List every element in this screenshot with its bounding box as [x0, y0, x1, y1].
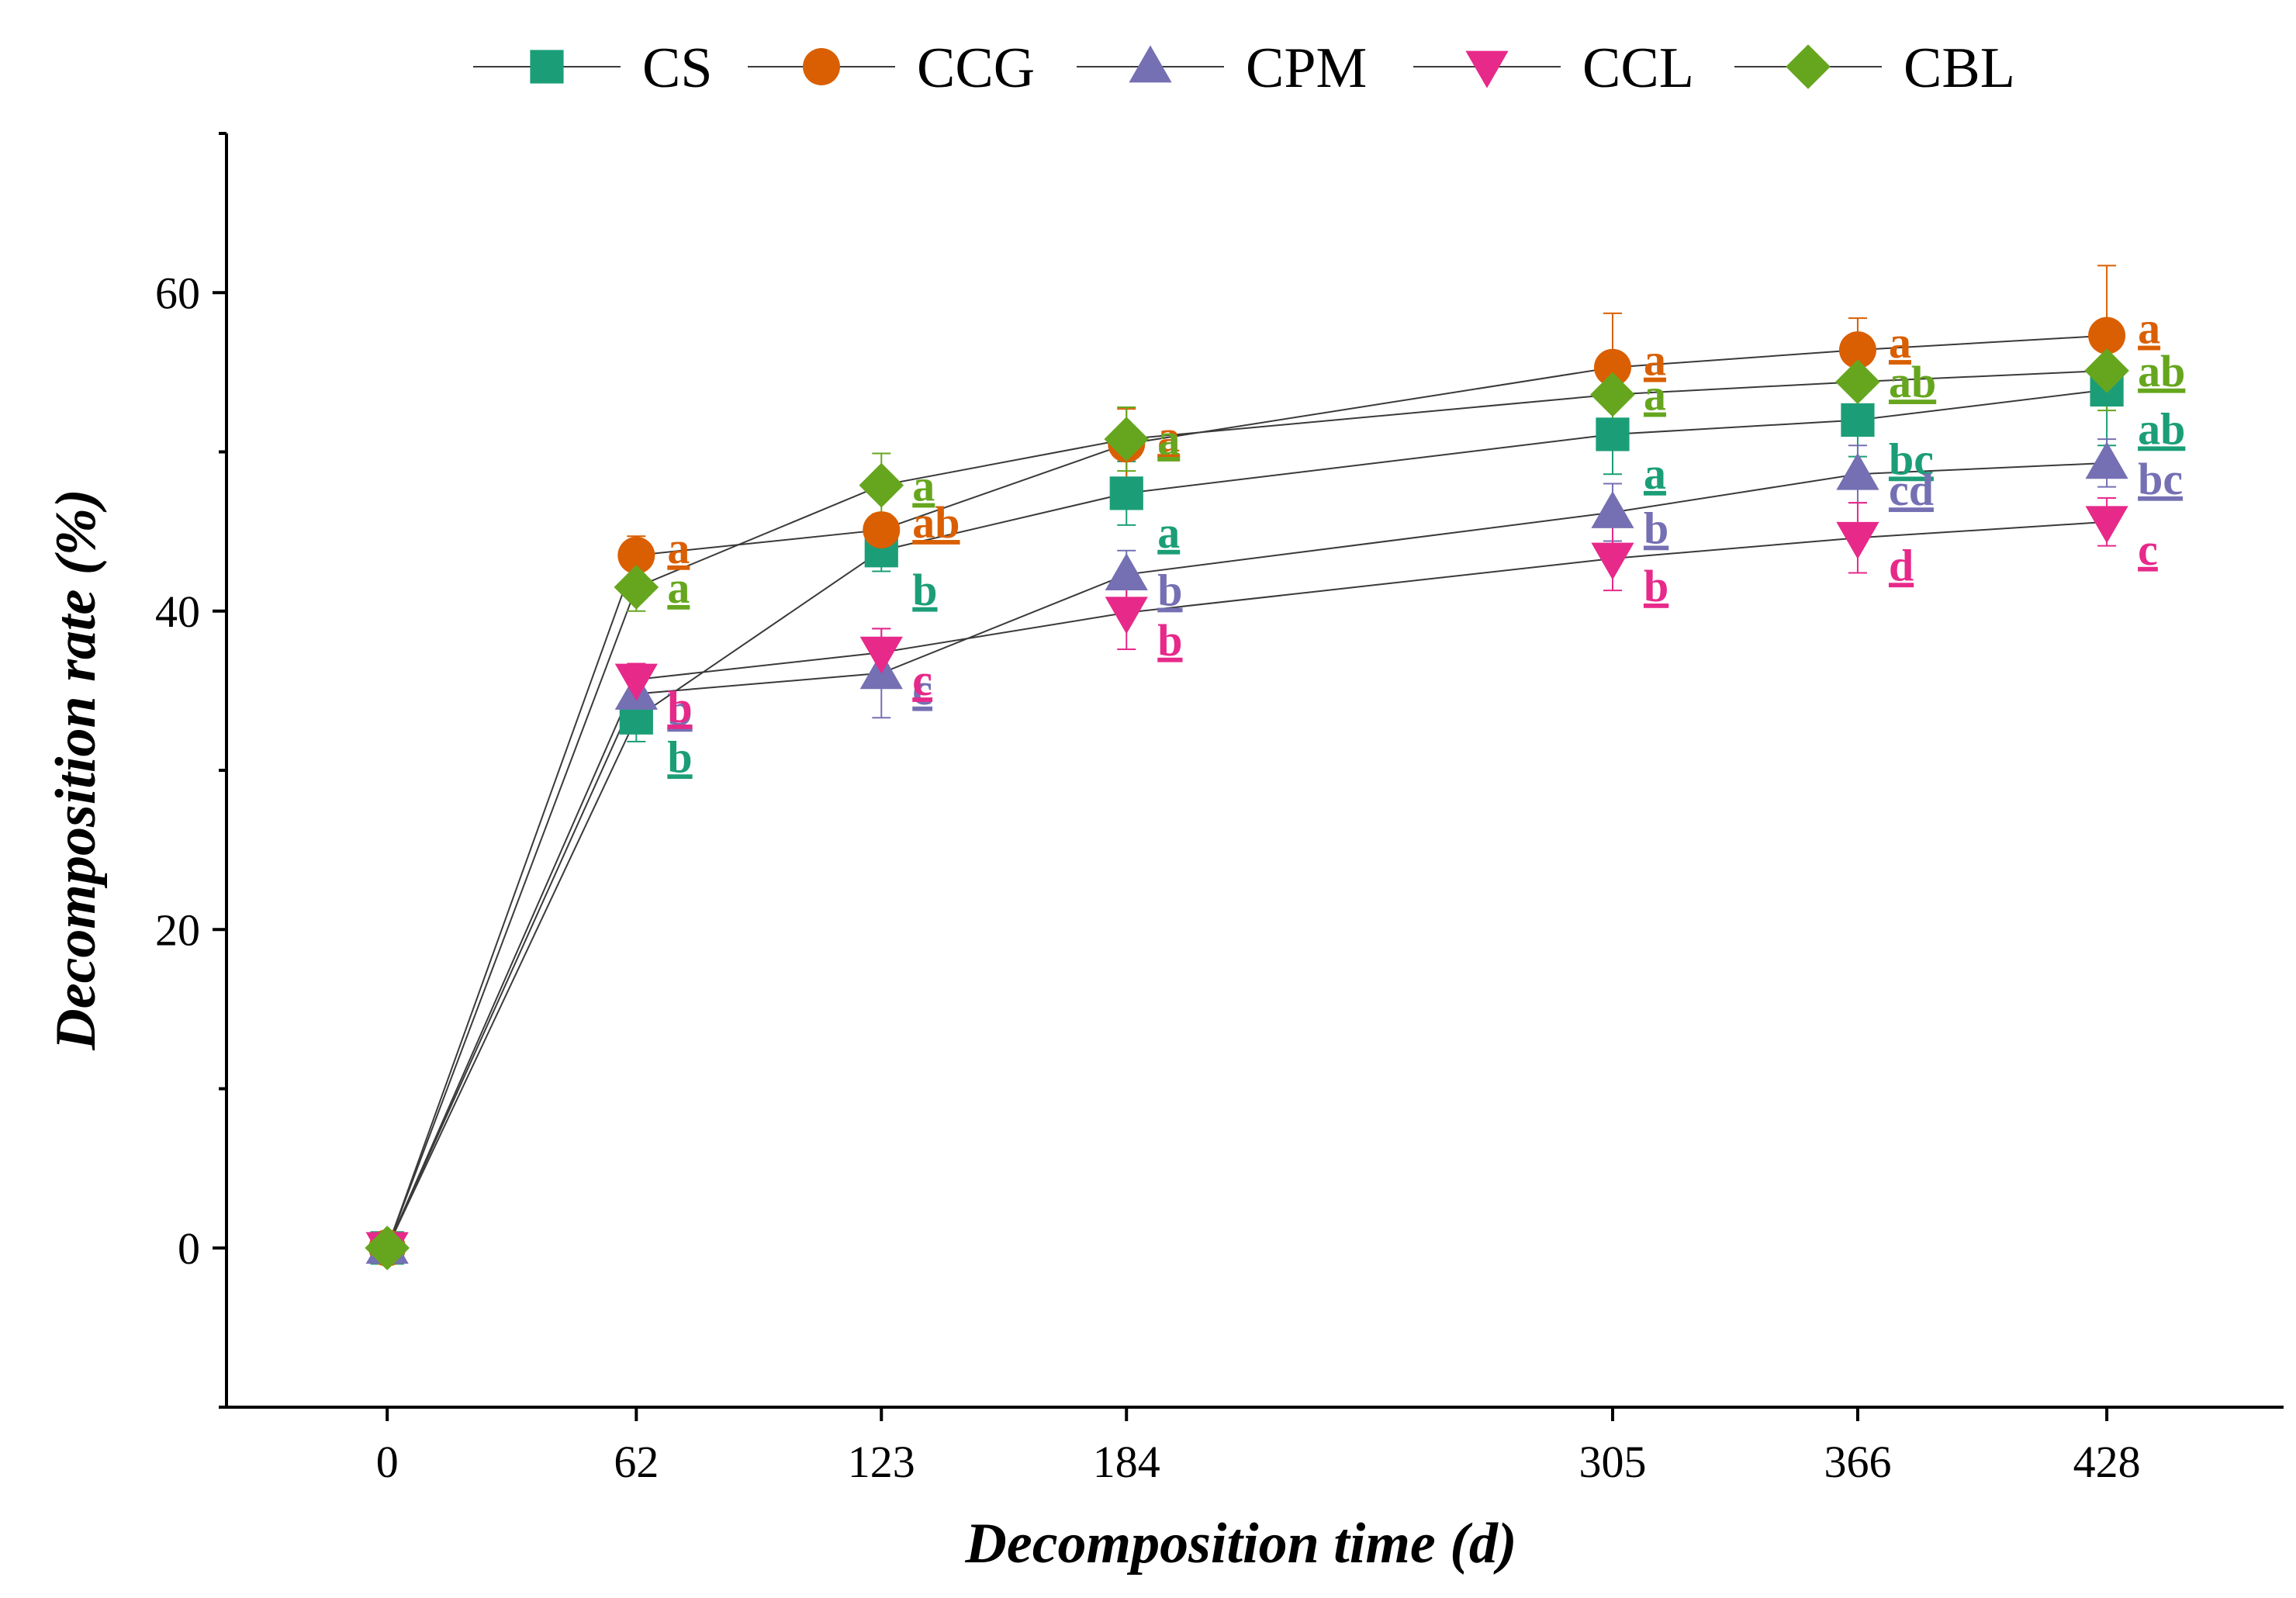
- data-point-cs: [1841, 403, 1875, 438]
- legend: CS CCG CPM CCL CBL: [473, 36, 2015, 100]
- letter-ccl: b: [1157, 615, 1182, 666]
- data-point-cpm: [1591, 490, 1634, 528]
- letter-cpm: cd: [1889, 465, 1934, 515]
- axes: 0 20 40 60 0 62 123 184 305 366 428: [155, 132, 2284, 1487]
- data-point-cbl: [1835, 359, 1880, 404]
- x-tick-label: 366: [1824, 1437, 1891, 1487]
- letter-ccg: a: [1157, 411, 1180, 462]
- legend-label-ccg: CCG: [917, 36, 1035, 100]
- letter-cs: a: [1644, 448, 1666, 499]
- data-point-cs: [1596, 417, 1630, 451]
- data-point-ccl: [1105, 597, 1148, 635]
- data-point-cbl: [365, 1225, 410, 1271]
- y-tick-label: 20: [155, 904, 200, 955]
- data-point-cbl: [1104, 417, 1150, 462]
- letter-ccl: b: [667, 682, 692, 732]
- data-point-cbl: [614, 565, 659, 610]
- letter-ccg: a: [667, 523, 690, 573]
- letter-ccg: ab: [912, 497, 960, 548]
- letter-cbl: a: [667, 562, 690, 613]
- letter-cbl: a: [1157, 414, 1180, 465]
- letter-cs: b: [667, 732, 692, 782]
- data-point-cbl: [1590, 372, 1635, 417]
- letter-ccl: d: [1889, 540, 1914, 590]
- y-tick-label: 0: [178, 1223, 200, 1274]
- y-tick-label: 60: [155, 268, 200, 318]
- legend-marker-ccl: [1465, 50, 1509, 88]
- data-point-cbl: [2084, 348, 2129, 393]
- data-point-ccl: [2085, 506, 2128, 544]
- x-axis-title: Decomposition time (d): [964, 1512, 1516, 1576]
- data-point-cbl: [859, 462, 904, 508]
- data-point-ccg: [1838, 331, 1876, 369]
- data-point-cpm: [1105, 552, 1148, 590]
- letter-ccl: c: [912, 655, 932, 705]
- x-ticks: 0 62 123 184 305 366 428: [376, 1407, 2141, 1487]
- x-tick-label: 0: [376, 1437, 399, 1487]
- legend-marker-cbl: [1786, 44, 1831, 89]
- letter-ccg: a: [1889, 317, 1911, 368]
- legend-label-cs: CS: [642, 36, 713, 100]
- legend-label-cbl: CBL: [1904, 36, 2015, 100]
- data-point-ccg: [1593, 348, 1631, 386]
- letter-cpm: bc: [2138, 454, 2183, 504]
- legend-label-ccl: CCL: [1582, 36, 1694, 100]
- letter-cpm: b: [667, 684, 692, 735]
- data-point-ccl: [1836, 521, 1879, 559]
- legend-marker-cs: [530, 50, 564, 84]
- legend-marker-cpm: [1129, 45, 1172, 83]
- letter-cs: bc: [1889, 434, 1934, 484]
- data-point-ccg: [863, 511, 901, 549]
- letter-cbl: ab: [1889, 357, 1936, 407]
- markers: [365, 316, 2129, 1271]
- data-point-ccl: [614, 663, 658, 701]
- legend-label-cpm: CPM: [1246, 36, 1367, 100]
- x-tick-label: 123: [848, 1437, 915, 1487]
- y-ticks: 0 20 40 60: [155, 132, 226, 1409]
- letter-ccl: c: [2138, 524, 2158, 575]
- letter-cpm: c: [912, 664, 932, 714]
- y-tick-label: 40: [155, 586, 200, 637]
- letter-cpm: b: [1157, 566, 1182, 616]
- data-point-cs: [1109, 476, 1143, 510]
- data-point-cpm: [1836, 452, 1879, 490]
- legend-marker-ccg: [803, 48, 840, 85]
- letter-cbl: ab: [2138, 346, 2185, 396]
- series-line-ccl: [386, 521, 2108, 1249]
- letter-cpm: b: [1644, 503, 1668, 553]
- data-point-cpm: [2085, 441, 2128, 479]
- letter-ccl: b: [1644, 561, 1668, 611]
- letter-cs: a: [1157, 507, 1180, 558]
- data-point-ccl: [1591, 542, 1634, 580]
- letter-ccg: a: [2138, 303, 2160, 354]
- x-tick-label: 184: [1093, 1437, 1160, 1487]
- x-tick-label: 428: [2073, 1437, 2141, 1487]
- series-line-cs: [386, 389, 2108, 1249]
- data-point-ccg: [2088, 316, 2126, 355]
- x-tick-label: 305: [1578, 1437, 1646, 1487]
- letter-cbl: a: [912, 461, 935, 511]
- letter-cbl: a: [1644, 370, 1666, 420]
- x-tick-label: 62: [614, 1437, 659, 1487]
- letter-cs: b: [912, 565, 937, 615]
- letter-ccg: a: [1644, 335, 1666, 386]
- data-point-ccg: [617, 536, 655, 574]
- letter-cs: ab: [2138, 403, 2185, 454]
- y-axis-title: Decomposition rate (%): [44, 489, 108, 1050]
- data-point-ccl: [859, 636, 903, 674]
